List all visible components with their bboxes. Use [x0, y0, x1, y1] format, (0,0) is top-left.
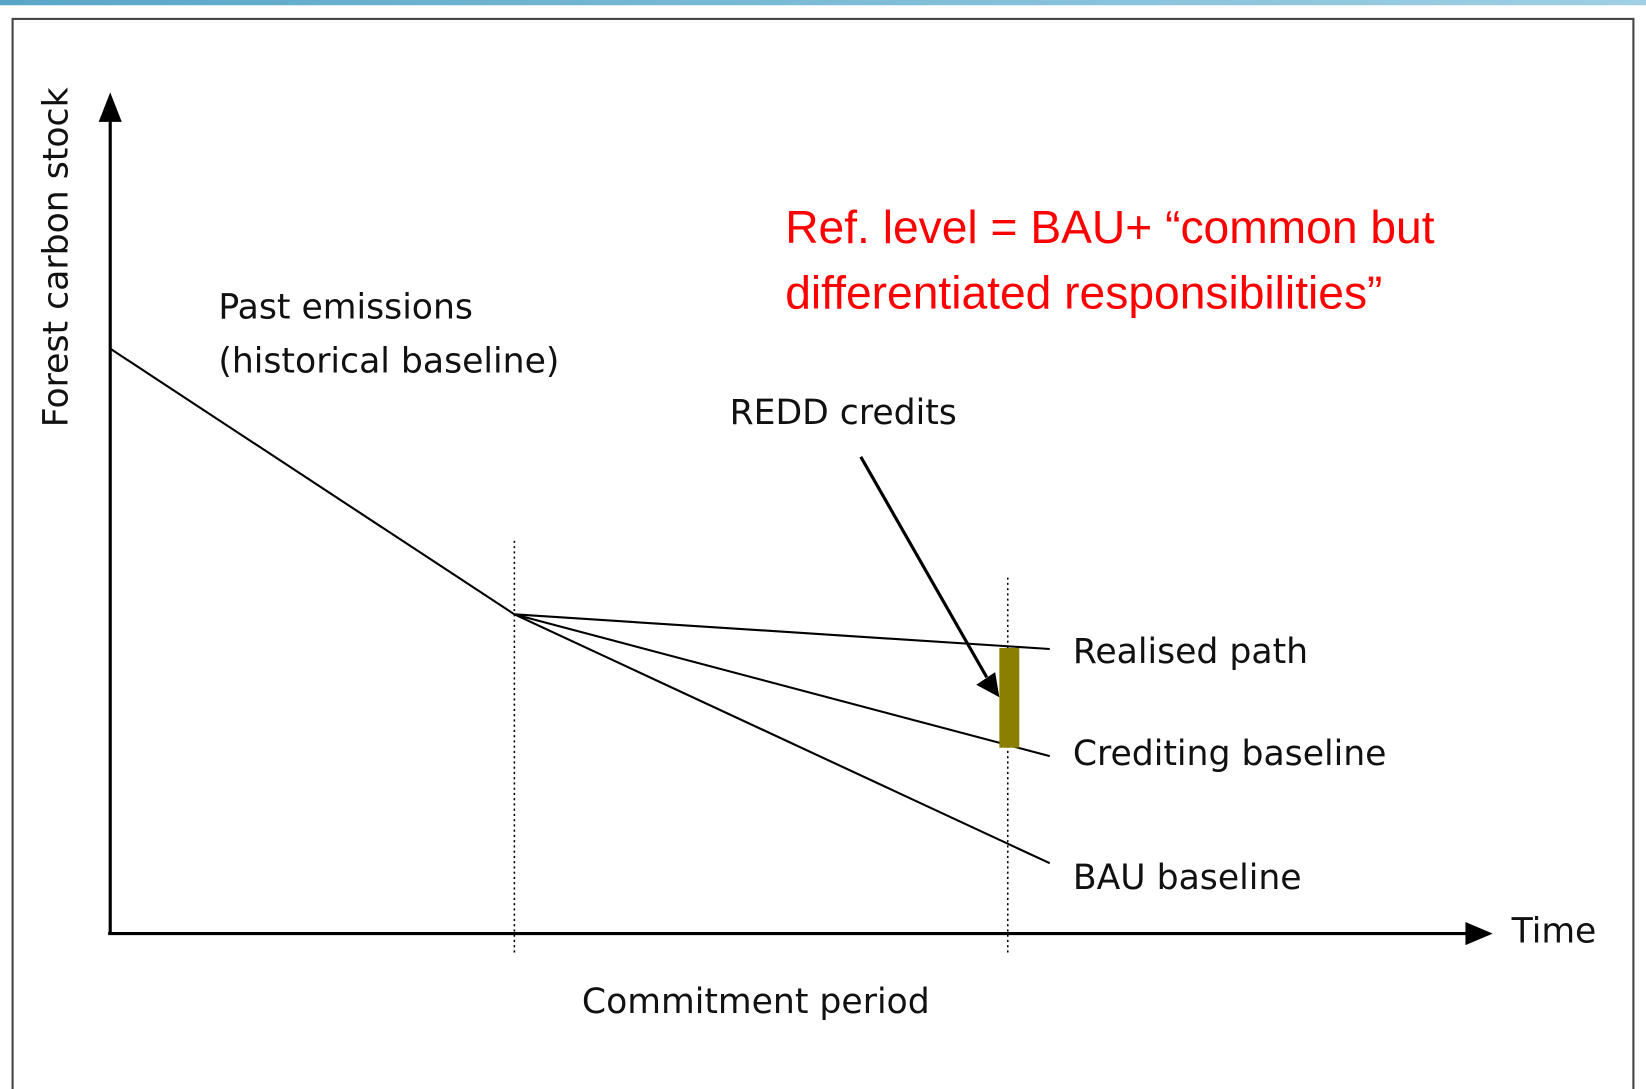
- path-label: BAU baseline: [1073, 858, 1302, 898]
- historical-label: (historical baseline): [218, 341, 559, 381]
- period-label: Commitment period: [582, 982, 930, 1022]
- credits-arrowhead: [976, 672, 1000, 698]
- crediting-line: [514, 613, 1051, 758]
- y-arrow: [98, 92, 122, 122]
- bau-line: [513, 613, 1051, 865]
- annotation: differentiated responsibilities”: [785, 266, 1382, 318]
- realised-line: [514, 613, 1050, 651]
- x-arrow: [1465, 922, 1493, 946]
- x-axis-label: Time: [1511, 912, 1597, 952]
- credits-label: REDD credits: [730, 393, 957, 433]
- credits-bar: [999, 647, 1020, 748]
- top-bar: [0, 0, 1646, 6]
- annotation: Ref. level = BAU+ “common but: [785, 201, 1435, 253]
- historical-line: [109, 347, 515, 616]
- path-label: Crediting baseline: [1073, 734, 1387, 774]
- historical-label: Past emissions: [218, 288, 473, 328]
- path-label: Realised path: [1073, 632, 1308, 672]
- frame: [11, 17, 1635, 1089]
- y-axis-label: Forest carbon stock: [37, 87, 77, 427]
- credits-arrow: [859, 456, 989, 679]
